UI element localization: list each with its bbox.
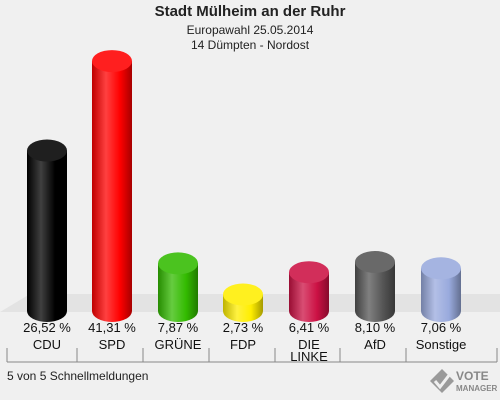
value-label: 7,06 % xyxy=(421,320,462,335)
category-label: Sonstige xyxy=(416,337,467,352)
bar-grüne xyxy=(158,252,198,322)
category-label: GRÜNE xyxy=(155,337,202,352)
category-label: LINKE xyxy=(290,349,328,364)
bar-top xyxy=(223,283,263,306)
district-name: 14 Dümpten - Nordost xyxy=(190,38,310,52)
value-label: 8,10 % xyxy=(355,320,396,335)
logo-text-manager: MANAGER xyxy=(456,384,498,393)
chart-subtitle: Europawahl 25.05.2014 xyxy=(186,23,314,37)
bar-top xyxy=(27,139,67,162)
bar-body xyxy=(421,268,461,322)
bar-body xyxy=(92,61,132,323)
bar-afd xyxy=(355,250,395,322)
bar-body xyxy=(27,150,67,322)
bar-fdp xyxy=(223,283,263,322)
reporting-status: 5 von 5 Schnellmeldungen xyxy=(7,369,149,383)
category-label: CDU xyxy=(33,337,61,352)
value-label: 2,73 % xyxy=(223,320,264,335)
bar-body xyxy=(355,261,395,322)
bar-body xyxy=(289,272,329,322)
bar-die-linke xyxy=(289,261,329,322)
category-label: FDP xyxy=(230,337,256,352)
value-label: 7,87 % xyxy=(158,320,199,335)
bar-body xyxy=(158,263,198,322)
bar-top xyxy=(92,50,132,73)
bar-sonstige xyxy=(421,257,461,322)
bar-top xyxy=(421,257,461,280)
bar-top xyxy=(158,252,198,275)
logo-text-vote: VOTE xyxy=(456,369,489,383)
value-label: 6,41 % xyxy=(289,320,330,335)
bar-top xyxy=(289,261,329,284)
bar-top xyxy=(355,250,395,273)
category-label: AfD xyxy=(364,337,386,352)
value-label: 26,52 % xyxy=(23,320,71,335)
chart-title: Stadt Mülheim an der Ruhr xyxy=(154,3,346,20)
ballot-check-icon xyxy=(430,369,454,393)
category-label: SPD xyxy=(99,337,126,352)
category-label: DIE xyxy=(298,337,320,352)
vote-manager-logo: VOTE MANAGER xyxy=(430,369,498,393)
bar-cdu xyxy=(27,139,67,322)
value-label: 41,31 % xyxy=(88,320,136,335)
bar-spd xyxy=(92,50,132,323)
